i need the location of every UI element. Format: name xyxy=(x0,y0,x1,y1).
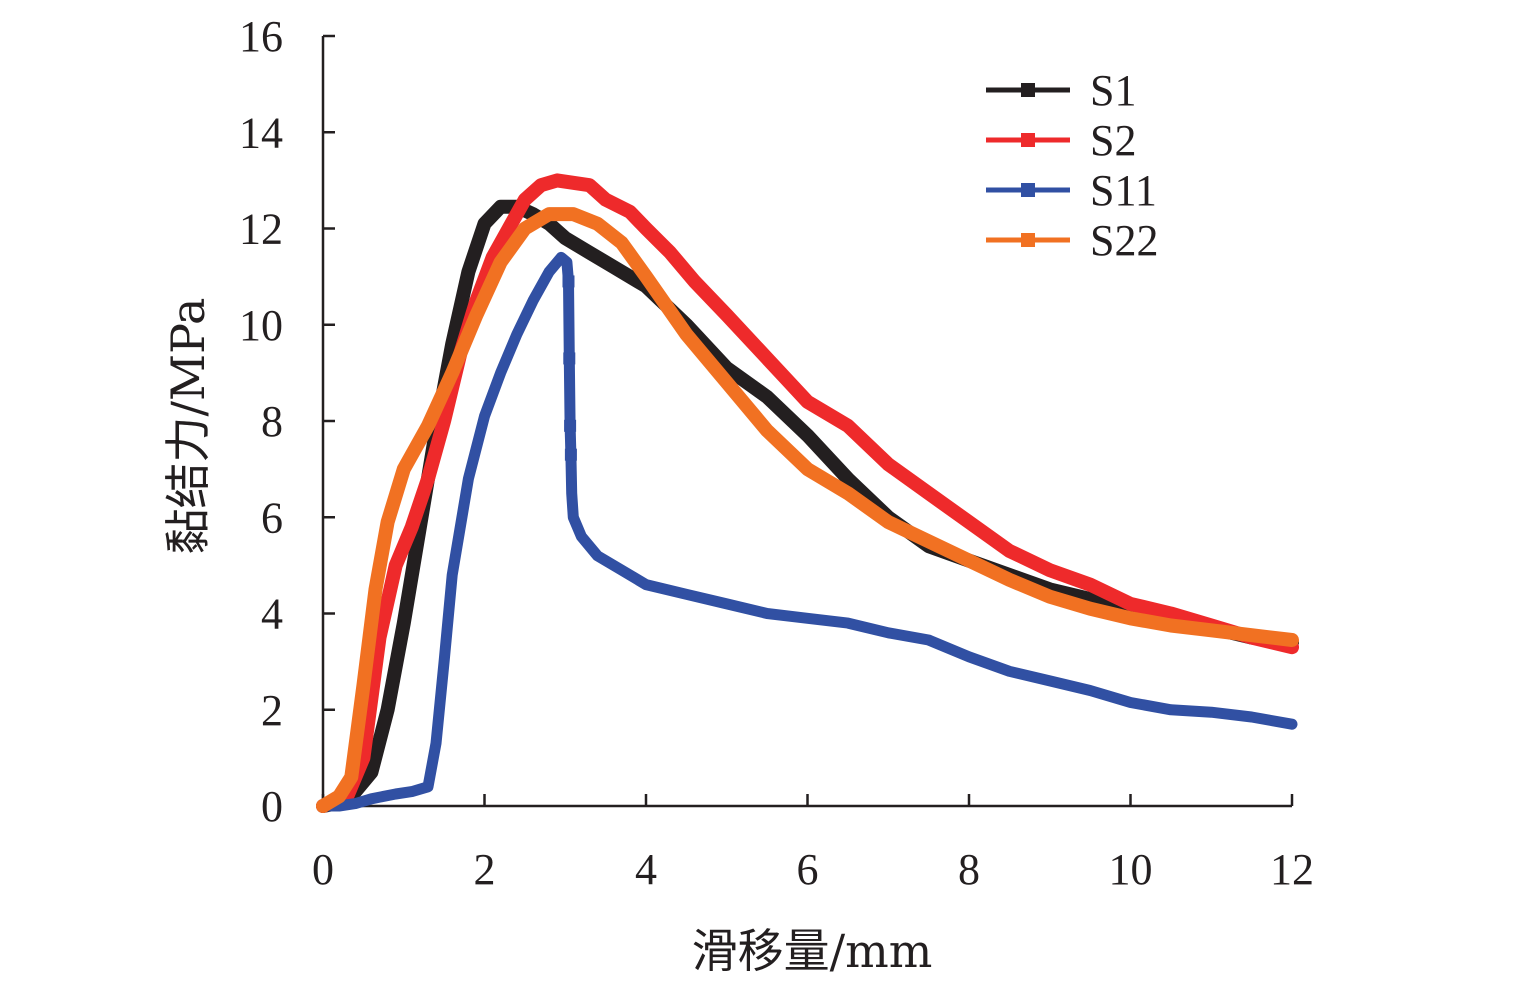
x-tick-label: 10 xyxy=(1109,845,1153,894)
y-tick-label: 10 xyxy=(239,301,283,350)
series-marker-s11 xyxy=(563,352,576,365)
x-tick-label: 4 xyxy=(635,845,657,894)
y-tick-label: 6 xyxy=(261,493,283,542)
y-tick-label: 16 xyxy=(239,12,283,61)
series-line-s22 xyxy=(316,207,1299,813)
y-tick-label: 0 xyxy=(261,782,283,831)
x-tick-label: 12 xyxy=(1270,845,1314,894)
y-tick-label: 12 xyxy=(239,205,283,254)
legend-label-s11: S11 xyxy=(1090,166,1157,215)
x-tick-label: 0 xyxy=(312,845,334,894)
y-tick-label: 14 xyxy=(239,108,283,157)
legend-label-s22: S22 xyxy=(1090,216,1158,265)
legend-label-s1: S1 xyxy=(1090,66,1136,115)
y-axis-title: 黏结力/MPa xyxy=(161,298,215,555)
series-layer xyxy=(316,173,1299,813)
series-line-s11 xyxy=(317,251,1298,812)
x-tick-label: 8 xyxy=(958,845,980,894)
x-axis-title: 滑移量/mm xyxy=(692,924,933,978)
legend-marker-s1 xyxy=(1021,83,1035,97)
legend-label-s2: S2 xyxy=(1090,116,1136,165)
series-marker-s11 xyxy=(564,448,577,461)
legend-marker-s22 xyxy=(1021,233,1035,247)
y-tick-label: 8 xyxy=(261,397,283,446)
series-marker-s11 xyxy=(564,419,577,432)
legend-marker-s2 xyxy=(1021,133,1035,147)
y-tick-label: 2 xyxy=(261,686,283,735)
axes: 0 2 4 6 8 10 12 0 2 4 6 8 10 12 14 16 xyxy=(239,12,1314,894)
y-tick-label: 4 xyxy=(261,590,283,639)
legend-marker-s11 xyxy=(1021,183,1035,197)
series-line-s2 xyxy=(316,173,1299,813)
x-tick-label: 6 xyxy=(797,845,819,894)
series-marker-s11 xyxy=(562,275,575,288)
x-tick-label: 2 xyxy=(474,845,496,894)
